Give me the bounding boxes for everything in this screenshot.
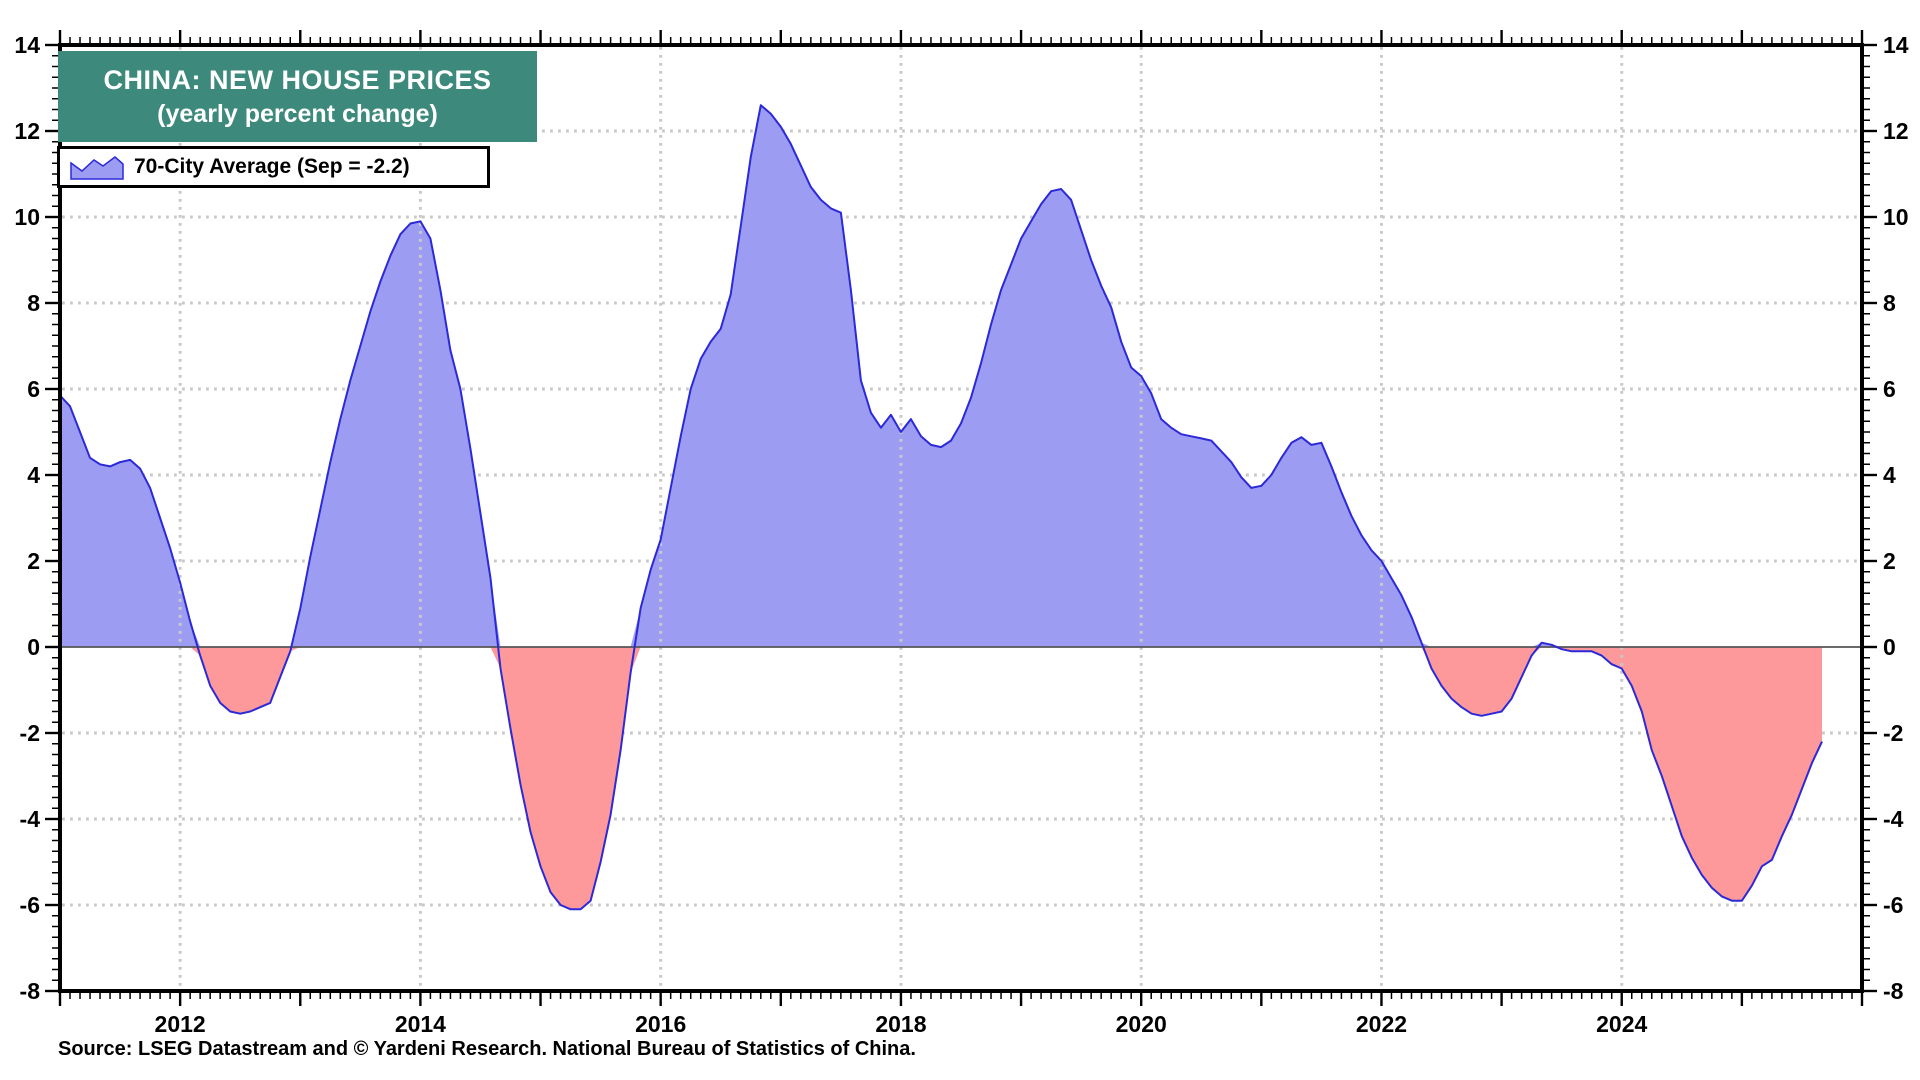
chart-title-box: CHINA: NEW HOUSE PRICES (yearly percent … <box>58 51 537 142</box>
y-axis-label-right: -8 <box>1883 978 1904 1004</box>
positive-area <box>60 105 1822 647</box>
series-line <box>59 104 1823 911</box>
chart-title: CHINA: NEW HOUSE PRICES <box>103 64 492 95</box>
y-axis-label-left: 8 <box>27 290 40 316</box>
y-axis-label-left: 0 <box>27 634 40 660</box>
y-axis-label-right: 4 <box>1883 462 1896 488</box>
negative-area <box>60 647 1822 910</box>
plot-frame <box>58 43 1864 993</box>
v-gridlines <box>178 47 1624 989</box>
y-axis-label-left: 4 <box>27 462 40 488</box>
y-axis-label-right: -4 <box>1883 806 1904 832</box>
y-axis-label-left: 12 <box>14 118 40 144</box>
series-fills <box>60 105 1822 910</box>
x-axis-label: 2020 <box>1116 1011 1167 1037</box>
y-axis-label-left: -2 <box>20 720 40 746</box>
legend-area-icon <box>70 156 124 180</box>
x-axis-label: 2022 <box>1356 1011 1407 1037</box>
x-axis-label: 2014 <box>395 1011 446 1037</box>
y-axis-label-right: -6 <box>1883 892 1903 918</box>
chart-subtitle: (yearly percent change) <box>157 99 438 128</box>
source-text: Source: LSEG Datastream and © Yardeni Re… <box>58 1038 916 1060</box>
y-axis-label-left: 10 <box>14 204 40 230</box>
x-axis-label: 2024 <box>1596 1011 1647 1037</box>
y-axis-label-right: 6 <box>1883 376 1896 402</box>
y-axis-label-right: 14 <box>1883 32 1909 58</box>
y-axis-label-right: -2 <box>1883 720 1903 746</box>
axis-labels: 14 14 12 12 10 10 8 8 6 6 4 4 2 2 0 0 -2 -2 -4 -4 -6 -6 -8 -8 20… <box>14 32 1908 1037</box>
y-axis-label-right: 12 <box>1883 118 1909 144</box>
axis-ticks <box>45 30 1877 1006</box>
y-axis-label-left: 2 <box>27 548 40 574</box>
y-axis-label-right: 10 <box>1883 204 1909 230</box>
y-axis-label-left: -4 <box>20 806 41 832</box>
y-axis-label-right: 0 <box>1883 634 1896 660</box>
legend: 70-City Average (Sep = -2.2) <box>57 146 490 188</box>
y-axis-label-left: 14 <box>14 32 40 58</box>
y-axis-label-right: 8 <box>1883 290 1896 316</box>
x-axis-label: 2018 <box>875 1011 926 1037</box>
x-axis-label: 2012 <box>155 1011 206 1037</box>
y-axis-label-left: 6 <box>27 376 40 402</box>
y-axis-label-left: -8 <box>20 978 41 1004</box>
x-axis-label: 2016 <box>635 1011 686 1037</box>
legend-label: 70-City Average (Sep = -2.2) <box>134 155 410 178</box>
y-axis-label-right: 2 <box>1883 548 1896 574</box>
y-axis-label-left: -6 <box>20 892 40 918</box>
h-gridlines <box>62 129 1860 907</box>
